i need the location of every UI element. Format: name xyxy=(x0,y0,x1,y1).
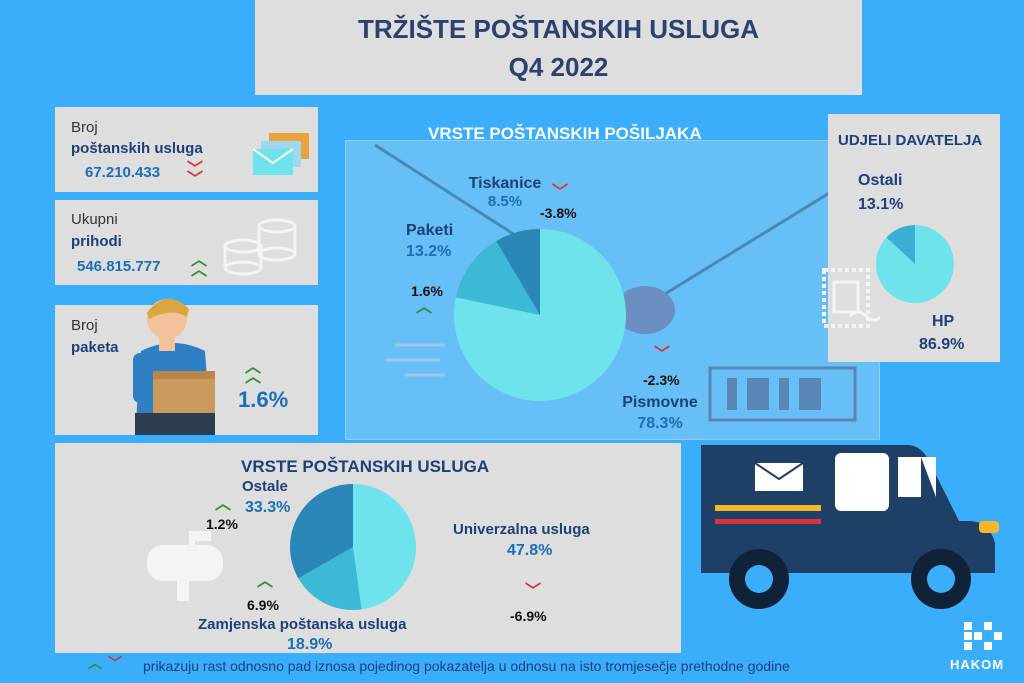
page-subtitle: Q4 2022 xyxy=(508,52,609,82)
providers-panel: UDJELI DAVATELJA Ostali 13.1% HP 86.9% xyxy=(822,114,1000,362)
trend-up-icon: ︿ ︿ xyxy=(191,252,207,279)
label-paketi: Paketi 13.2% xyxy=(406,222,453,261)
pie-slice-paketi xyxy=(455,240,540,315)
card-value: 67.210.433 xyxy=(85,164,161,181)
trend-down-icon: ﹀ xyxy=(525,583,541,600)
paketi-share: 13.2% xyxy=(406,243,452,260)
trend-up-icon: ︿ xyxy=(215,496,231,513)
service-types-panel: VRSTE POŠTANSKIH USLUGA Ostale 33.3% ︿ 1… xyxy=(55,443,681,653)
stamp-icon xyxy=(822,268,880,328)
zamjenska-change: 6.9% xyxy=(247,597,279,613)
card-parcels: Broj paketa ︿ ︿ 1.6% xyxy=(55,298,318,435)
tiskanice-name: Tiskanice xyxy=(468,175,542,192)
coins-icon xyxy=(223,218,297,276)
pismovne-share: 78.3% xyxy=(637,415,683,432)
trend-down-icon: ﹀ xyxy=(654,346,670,363)
trend-up-icon: ︿ xyxy=(257,573,273,590)
ostale-name: Ostale xyxy=(242,478,288,495)
envelopes-icon xyxy=(252,133,309,175)
card-value: 1.6% xyxy=(238,387,289,412)
pie-slice-ostali xyxy=(886,225,915,264)
paketi-name: Paketi xyxy=(406,222,454,239)
zamjenska-share: 18.9% xyxy=(287,636,333,653)
label-pismovne: Pismovne 78.3% xyxy=(613,394,707,433)
card-revenue: Ukupni prihodi 546.815.777 ︿ ︿ xyxy=(55,200,318,285)
ostale-change: 1.2% xyxy=(206,516,238,532)
card-label-bold: poštanskih usluga xyxy=(71,140,203,157)
legend-note: prikazuju rast odnosno pad iznosa pojedi… xyxy=(143,658,790,674)
legend-down-icon: ﹀ xyxy=(108,655,122,671)
card-label: Broj xyxy=(71,119,98,136)
label-tiskanice: Tiskanice 8.5% xyxy=(462,175,548,210)
univerzalna-change: -6.9% xyxy=(510,608,547,624)
tiskanice-share: 8.5% xyxy=(487,193,523,210)
ostali-share: 13.1% xyxy=(858,196,904,213)
hakom-logo-text: HAKOM xyxy=(950,657,1005,672)
shipments-title: VRSTE POŠTANSKIH POŠILJAKA xyxy=(428,124,702,143)
trend-up-icon: ︿ ︿ xyxy=(245,359,261,386)
legend-up-icon: ︿ xyxy=(88,655,102,671)
title-banner: TRŽIŠTE POŠTANSKIH USLUGA Q4 2022 xyxy=(255,0,862,95)
card-services-count: Broj poštanskih usluga 67.210.433 ﹀ ﹀ xyxy=(55,107,318,192)
service-types-title: VRSTE POŠTANSKIH USLUGA xyxy=(241,457,490,476)
mailbox-icon xyxy=(147,531,223,601)
univerzalna-share: 47.8% xyxy=(507,542,553,559)
ostale-share: 33.3% xyxy=(245,499,291,516)
univerzalna-name: Univerzalna usluga xyxy=(453,521,590,538)
pie-slice-ostale xyxy=(290,484,353,579)
page-title: TRŽIŠTE POŠTANSKIH USLUGA xyxy=(357,14,760,44)
paketi-change: 1.6% xyxy=(411,283,443,299)
envelope-lines-decoration xyxy=(374,143,876,422)
delivery-truck-illustration xyxy=(701,445,999,609)
providers-pie-chart xyxy=(876,225,954,303)
providers-title: UDJELI DAVATELJA xyxy=(838,132,983,149)
hp-share: 86.9% xyxy=(919,336,965,353)
pie-slice-tiskanice xyxy=(496,229,540,315)
zamjenska-name: Zamjenska poštanska usluga xyxy=(198,616,407,633)
pismovne-name: Pismovne xyxy=(622,394,698,411)
card-label: Broj xyxy=(71,317,98,334)
card-label: Ukupni xyxy=(71,211,118,228)
trend-down-icon: ﹀ ﹀ xyxy=(187,161,203,188)
service-types-pie-chart xyxy=(290,484,417,610)
card-label-bold: paketa xyxy=(71,339,119,356)
pie-slice-univerzalna-usluga xyxy=(353,484,417,610)
ostali-name: Ostali xyxy=(858,172,903,189)
card-value: 546.815.777 xyxy=(77,258,161,275)
hakom-logo-icon xyxy=(964,622,1002,650)
hp-name: HP xyxy=(932,313,955,330)
trend-up-icon: ︿ xyxy=(416,299,432,316)
pie-slice-zamjenska-poštanska-usluga xyxy=(298,547,362,610)
delivery-man-illustration xyxy=(133,298,215,435)
pismovne-change: -2.3% xyxy=(643,372,680,388)
trend-down-icon: ﹀ xyxy=(552,184,568,201)
tiskanice-change: -3.8% xyxy=(540,205,577,221)
card-label-bold: prihodi xyxy=(71,233,122,250)
shipments-pie-chart xyxy=(454,229,626,401)
